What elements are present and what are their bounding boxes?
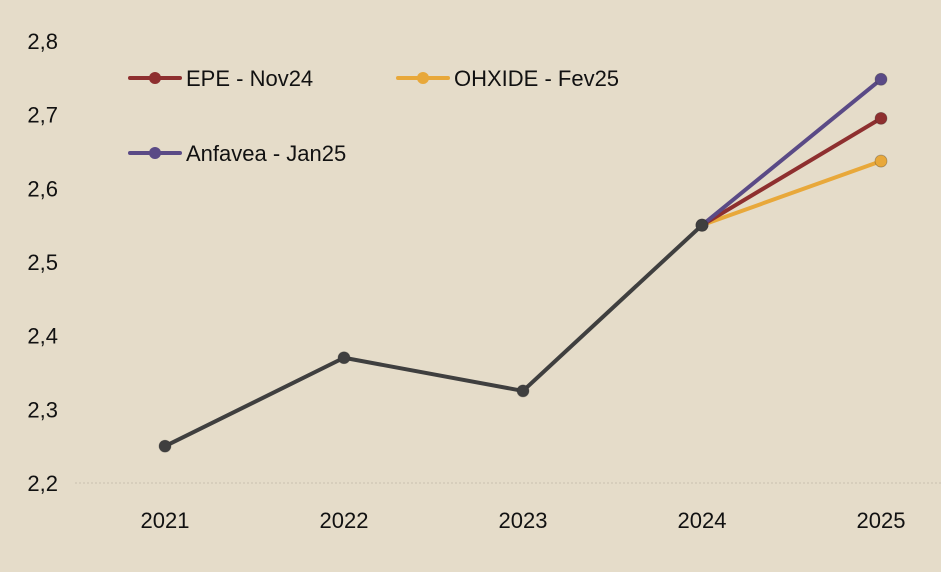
data-point — [874, 72, 888, 86]
series-layer — [158, 72, 888, 453]
x-tick-label: 2025 — [857, 508, 906, 533]
legend-label: Anfavea - Jan25 — [186, 141, 346, 166]
series-line-epe-nov24 — [700, 116, 883, 228]
legend-label: EPE - Nov24 — [186, 66, 313, 91]
y-tick-label: 2,5 — [27, 250, 58, 275]
x-tick-label: 2022 — [320, 508, 369, 533]
y-tick-label: 2,2 — [27, 471, 58, 496]
x-tick-label: 2021 — [141, 508, 190, 533]
x-tick-label: 2023 — [499, 508, 548, 533]
data-point — [516, 384, 530, 398]
y-tick-label: 2,3 — [27, 397, 58, 422]
series-line-anfavea-jan25 — [700, 77, 883, 228]
legend-item: Anfavea - Jan25 — [128, 141, 346, 166]
series-anfavea-jan25 — [695, 72, 888, 232]
legend-swatch-marker — [149, 72, 161, 84]
series-ohxide-fev25 — [695, 154, 888, 232]
y-tick-label: 2,4 — [27, 324, 58, 349]
data-point — [158, 439, 172, 453]
y-tick-label: 2,6 — [27, 176, 58, 201]
data-point — [874, 154, 888, 168]
legend-item: EPE - Nov24 — [128, 66, 313, 91]
y-tick-label: 2,7 — [27, 103, 58, 128]
legend-label: OHXIDE - Fev25 — [454, 66, 619, 91]
data-point — [874, 111, 888, 125]
legend-swatch-marker — [417, 72, 429, 84]
data-point — [337, 351, 351, 365]
series-line-ohxide-fev25 — [700, 159, 883, 228]
series-line-historical — [163, 223, 704, 449]
y-tick-label: 2,8 — [27, 29, 58, 54]
data-point — [695, 218, 709, 232]
series-epe-nov24 — [695, 111, 888, 232]
series-historical — [158, 218, 709, 453]
legend-item: OHXIDE - Fev25 — [396, 66, 619, 91]
legend: EPE - Nov24 OHXIDE - Fev25 Anfavea - Jan25 — [128, 66, 619, 166]
legend-swatch-marker — [149, 147, 161, 159]
axes-layer: 2,2 2,3 2,4 2,5 2,6 2,7 2,8 2021 2022 2023 2024 202… — [27, 29, 941, 533]
x-tick-label: 2024 — [678, 508, 727, 533]
